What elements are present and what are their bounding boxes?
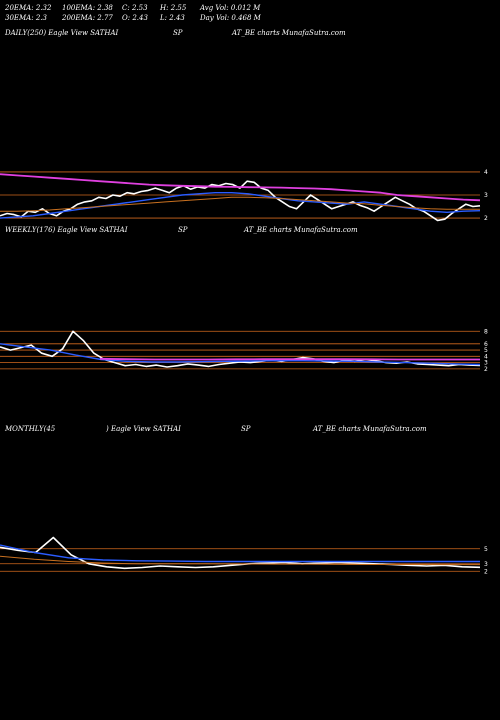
daily-panel-label: DAILY(250) Eagle View SATHAI — [5, 29, 119, 37]
ema200-readout: 200EMA: 2.77 — [62, 14, 113, 22]
close-readout: C: 2.53 — [122, 4, 148, 12]
weekly-tick-label: 5 — [484, 347, 488, 354]
weekly-tick-label: 2 — [484, 366, 488, 373]
high-readout: H: 2.55 — [160, 4, 187, 12]
weekly-ema-blue-line — [0, 343, 481, 366]
open-readout: O: 2.43 — [122, 14, 148, 22]
monthly-ema-orange-line — [0, 555, 480, 566]
daily-panel-label-sp: SP — [173, 29, 183, 37]
weekly-panel-label: WEEKLY(176) Eagle View SATHAI — [5, 226, 128, 234]
avg-volume-readout: Avg Vol: 0.012 M — [200, 4, 261, 12]
monthly-panel-label-view: ) Eagle View SATHAI — [106, 425, 181, 433]
weekly-tick-label: 8 — [484, 328, 488, 335]
weekly-tick-label: 3 — [484, 360, 488, 367]
daily-ema-pink-line — [0, 173, 481, 202]
ema20-readout: 20EMA: 2.32 — [5, 4, 52, 12]
daily-price-line — [0, 180, 481, 222]
daily-panel-label-source: AT_BE charts MunafaSutra.com — [232, 29, 346, 37]
ema30-readout: 30EMA: 2.3 — [5, 14, 47, 22]
monthly-ema-blue-line — [0, 544, 480, 563]
monthly-tick-label: 5 — [484, 546, 488, 553]
monthly-tick-label: 2 — [484, 568, 488, 575]
daily-tick-label: 4 — [484, 169, 488, 176]
low-readout: L: 2.43 — [160, 14, 185, 22]
daily-tick-label: 3 — [484, 192, 488, 199]
monthly-panel-label-sp: SP — [241, 425, 251, 433]
weekly-panel-label-source: AT_BE charts MunafaSutra.com — [244, 226, 358, 234]
daily-tick-label: 2 — [484, 215, 488, 222]
weekly-ema-pink-line — [99, 357, 480, 361]
monthly-tick-label: 3 — [484, 561, 488, 568]
daily-ema-orange-line — [0, 196, 480, 212]
ema100-readout: 100EMA: 2.38 — [62, 4, 113, 12]
weekly-panel-label-sp: SP — [178, 226, 188, 234]
monthly-panel-label-source: AT_BE charts MunafaSutra.com — [313, 425, 427, 433]
day-volume-readout: Day Vol: 0.468 M — [200, 14, 261, 22]
monthly-panel-label: MONTHLY(45 — [5, 425, 56, 433]
weekly-tick-label: 6 — [484, 341, 488, 348]
weekly-tick-label: 4 — [484, 353, 488, 360]
